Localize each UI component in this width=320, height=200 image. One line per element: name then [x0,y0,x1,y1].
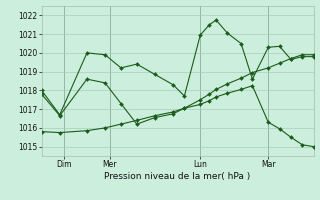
X-axis label: Pression niveau de la mer( hPa ): Pression niveau de la mer( hPa ) [104,172,251,181]
